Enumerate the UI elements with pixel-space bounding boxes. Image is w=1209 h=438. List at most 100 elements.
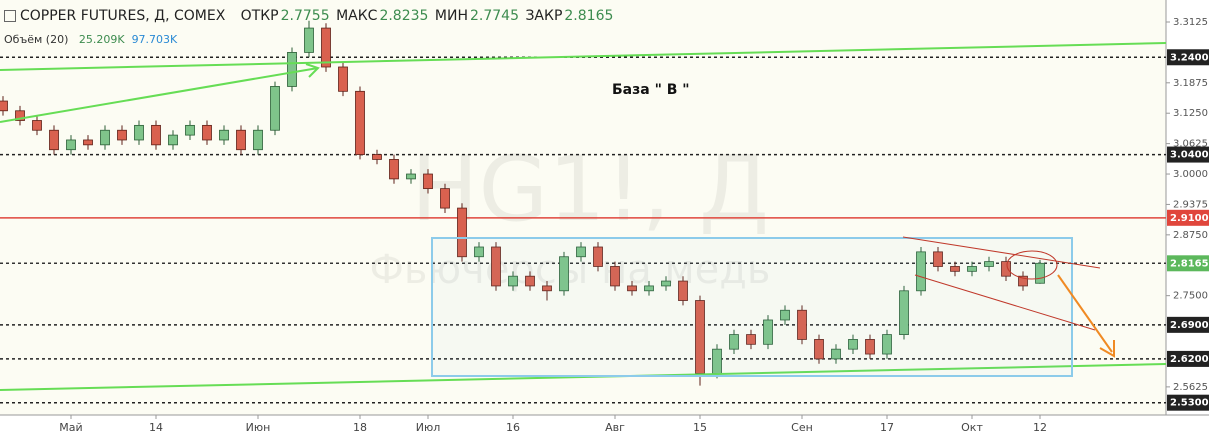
candle-body xyxy=(440,188,450,209)
candle-body xyxy=(950,266,960,272)
candle-body xyxy=(253,129,263,151)
y-tick-label: 2.8750 xyxy=(1173,230,1208,241)
candle-body xyxy=(168,134,178,146)
close-value: 2.8165 xyxy=(564,8,614,24)
candle-body xyxy=(916,251,926,292)
watermark-subtitle: Фьючерсы на медь xyxy=(370,247,771,293)
price-level-label: 2.8165 xyxy=(1170,258,1209,269)
open-label: ОТКР xyxy=(240,8,279,24)
price-level-label: 3.2400 xyxy=(1170,52,1209,63)
candle-body xyxy=(848,339,858,350)
candle-body xyxy=(661,280,671,287)
candle-body xyxy=(508,275,518,287)
candle-body xyxy=(797,309,807,340)
plot-background xyxy=(0,0,1166,415)
candle-body xyxy=(933,251,943,267)
collapse-icon[interactable] xyxy=(4,10,16,22)
candle-body xyxy=(780,309,790,321)
volume-value: 25.209K xyxy=(78,33,125,46)
candle-body xyxy=(678,280,688,301)
header: COPPER FUTURES, Д, COMEX ОТКР 2.7755 МАКС… xyxy=(4,8,615,24)
trend-line xyxy=(0,42,1167,71)
candle-body xyxy=(610,266,620,287)
price-level-label: 2.5300 xyxy=(1170,398,1209,409)
y-tick-label: 3.3125 xyxy=(1173,17,1208,28)
candle-body xyxy=(83,139,93,146)
x-tick-label: 17 xyxy=(880,421,894,434)
candle-body xyxy=(1018,275,1028,287)
price-level-label: 3.0400 xyxy=(1170,150,1209,161)
channel-line xyxy=(914,274,1096,331)
candle-body xyxy=(304,27,314,53)
candle-body xyxy=(746,334,756,345)
candle-body xyxy=(321,27,331,68)
candle-body xyxy=(134,124,144,141)
x-tick-label: Окт xyxy=(961,421,983,434)
candle-body xyxy=(593,246,603,267)
candle-body xyxy=(423,173,433,190)
price-level-tag xyxy=(1167,146,1209,163)
candle-body xyxy=(899,290,909,335)
low-value: 2.7745 xyxy=(470,8,519,24)
candle-body xyxy=(151,124,161,146)
y-tick-label: 2.5625 xyxy=(1173,382,1208,393)
price-level-tag xyxy=(1167,350,1209,367)
x-tick-label: Май xyxy=(59,421,82,434)
candle-body xyxy=(627,285,637,292)
y-tick-label: 3.1250 xyxy=(1173,108,1208,119)
annotation: База " В " xyxy=(612,82,690,98)
candle-body xyxy=(100,129,110,146)
candle-body xyxy=(814,339,824,360)
candle-body xyxy=(967,266,977,272)
x-tick-label: Сен xyxy=(791,421,813,434)
close-label: ЗАКР xyxy=(525,8,563,24)
y-tick-label: 3.0000 xyxy=(1173,169,1208,180)
high-value: 2.8235 xyxy=(379,8,429,24)
price-level-label: 2.9100 xyxy=(1170,213,1209,224)
volume-label: Объём (20) xyxy=(4,33,69,46)
price-level-tag xyxy=(1167,394,1209,411)
y-tick-label: 2.7500 xyxy=(1173,291,1208,302)
x-tick-label: Июл xyxy=(416,421,441,434)
price-level-tag xyxy=(1167,209,1209,226)
candle-body xyxy=(15,110,25,121)
volume-legend: Объём (20) 25.209K 97.703K xyxy=(4,33,177,46)
axes: 3.3125 2.5625 3.1875 3.1250 3.0625 3.0000 2.93… xyxy=(59,17,1209,434)
open-value: 2.7755 xyxy=(280,8,330,24)
candle-body xyxy=(185,124,195,136)
candle-body xyxy=(372,154,382,160)
candle-body xyxy=(270,86,280,131)
price-level-label: 2.6200 xyxy=(1170,354,1209,365)
y-tick-label: 2.9375 xyxy=(1173,199,1208,210)
high-label: МАКС xyxy=(336,8,378,24)
candle-body xyxy=(355,90,365,155)
candle-body xyxy=(525,275,535,287)
candle-body xyxy=(474,246,484,258)
candle-body xyxy=(202,124,212,141)
candle-body xyxy=(542,285,552,292)
candle-body xyxy=(49,129,59,151)
arrow-head xyxy=(1099,340,1115,358)
forecast-arrow xyxy=(1057,274,1113,353)
price-level-tag xyxy=(1167,316,1209,333)
candles xyxy=(0,20,1045,386)
candle-body xyxy=(729,334,739,350)
candle-body xyxy=(338,66,348,92)
candle-body xyxy=(236,129,246,151)
price-level-tag xyxy=(1167,49,1209,66)
x-tick-label: Июн xyxy=(246,421,271,434)
volume-ma: 97.703K xyxy=(131,33,178,46)
range-box xyxy=(431,237,1073,377)
arrow-head xyxy=(305,63,320,78)
channel-line xyxy=(902,236,1101,269)
symbol-title: COPPER FUTURES, Д, COMEX xyxy=(20,8,226,24)
candle-body xyxy=(882,334,892,355)
candle-body xyxy=(389,159,399,180)
candle-body xyxy=(576,246,586,258)
y-tick-label: 3.0625 xyxy=(1173,139,1208,150)
candle-body xyxy=(1035,262,1045,284)
y-tick-label: 3.1875 xyxy=(1173,78,1208,89)
candle-body xyxy=(1001,261,1011,277)
candle-body xyxy=(457,207,467,258)
highlight-ellipse xyxy=(1006,250,1058,280)
